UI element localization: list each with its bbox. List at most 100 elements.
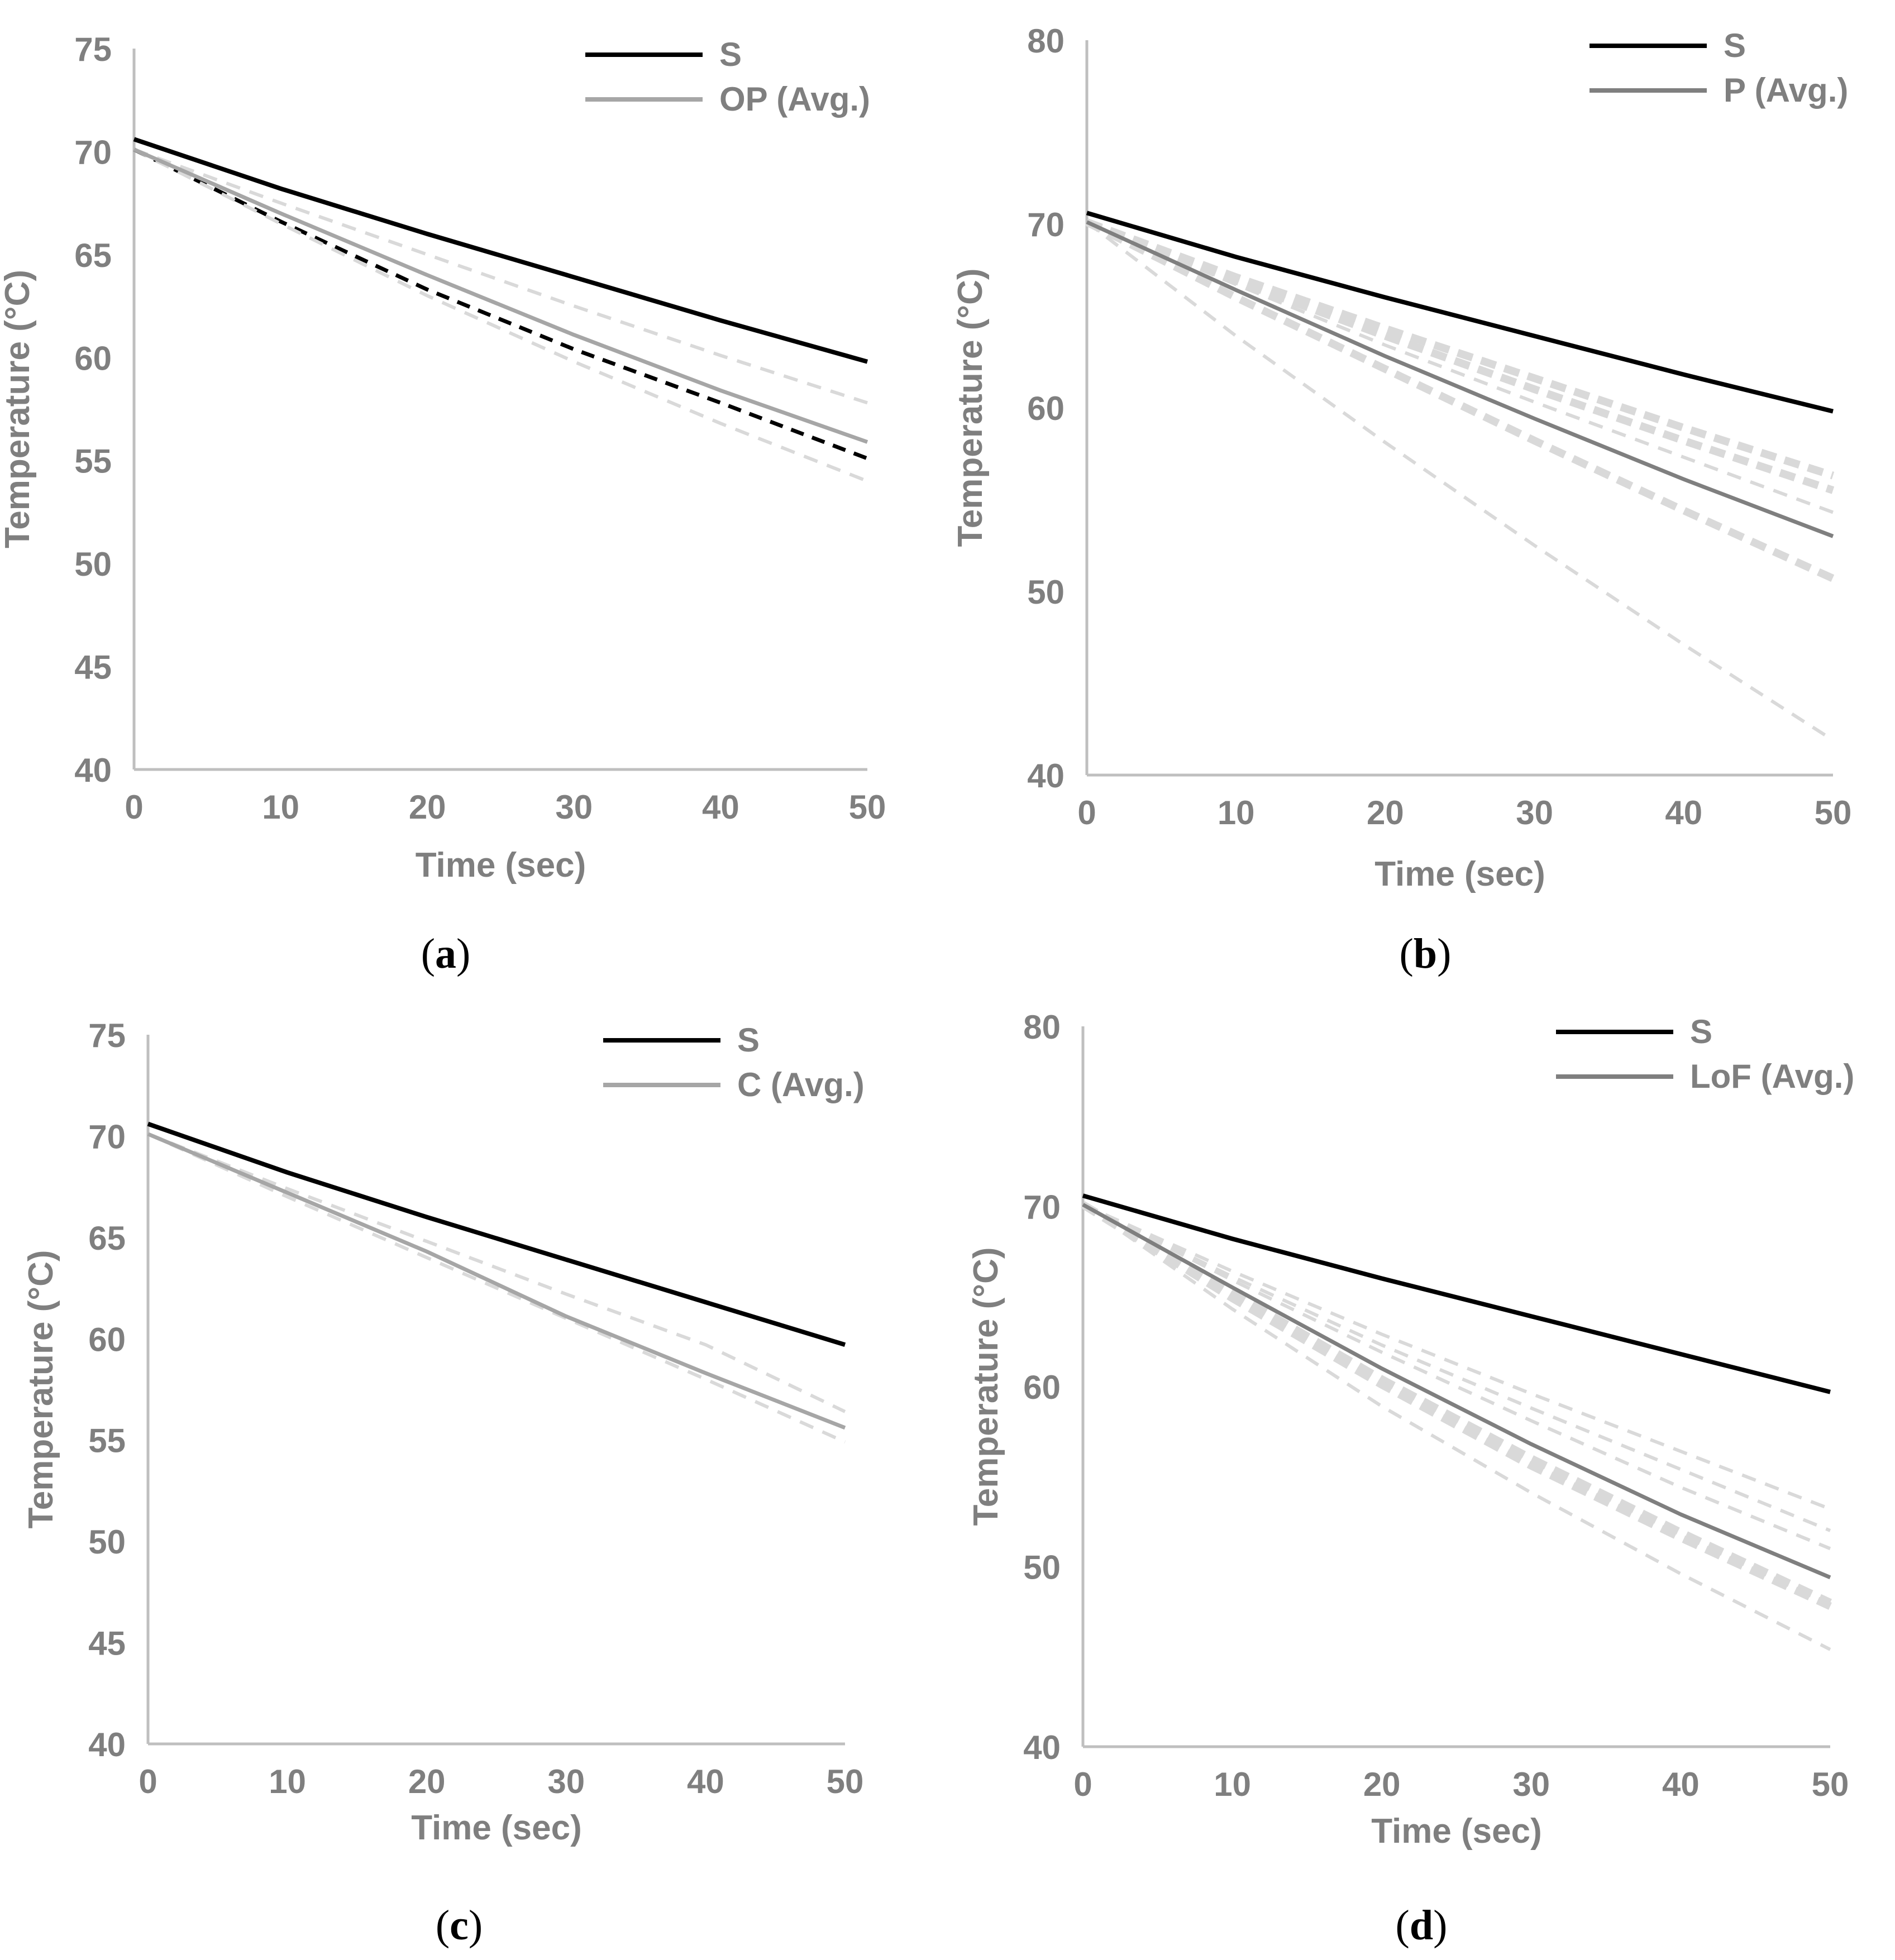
x-tick-label: 40 [1665,794,1702,831]
series-line-sample [1081,1201,1832,1607]
x-axis-title: Time (sec) [411,1809,582,1847]
x-tick-label: 40 [1662,1766,1700,1803]
legend-label: P (Avg.) [1724,71,1848,109]
caption-a: (a) [421,930,471,977]
caption-b: (b) [1399,930,1452,977]
series-line-p-avg [1086,220,1834,538]
y-tick-label: 40 [88,1726,126,1763]
legend-label: S [719,36,742,73]
chart-panel-a: 40 45 50 55 60 65 70 75 0 10 20 30 40 50 Time (sec) Tem… [0,0,947,916]
y-axis-title: Temperature (°C) [22,1250,60,1528]
x-tick-label: 30 [1512,1766,1550,1803]
y-axis-title: Temperature (°C) [0,270,37,548]
x-tick-label: 0 [139,1763,157,1800]
y-tick-label: 40 [74,752,112,789]
chart-d-svg: 40 50 60 70 80 0 10 20 30 40 50 Time (sec) Temperatu… [967,1008,1854,1851]
y-tick-label: 50 [88,1523,126,1561]
y-axis-title: Temperature (°C) [967,1247,1005,1526]
legend-label: S [1690,1013,1712,1050]
y-tick-label: 75 [74,31,112,68]
x-tick-label: 40 [702,788,739,826]
y-tick-label: 60 [1023,1369,1061,1406]
series-line-sample [1082,1203,1831,1511]
y-axis-title: Temperature (°C) [951,268,990,547]
x-tick-label: 10 [1214,1766,1251,1803]
series-line-sample [1086,221,1834,742]
x-tick-label: 0 [125,788,143,826]
series-line-sample [133,147,868,405]
series-line-s [1086,211,1834,414]
series-line-sample [1085,218,1835,582]
chart-c-svg: 40 45 50 55 60 65 70 75 0 10 20 30 40 50 Time (sec) Tem… [22,1017,865,1847]
x-tick-label: 30 [547,1763,585,1800]
x-tick-label: 30 [555,788,593,826]
y-tick-label: 80 [1023,1008,1061,1046]
y-tick-label: 65 [88,1220,126,1257]
legend-label: S [737,1021,760,1059]
x-tick-label: 10 [1218,794,1255,831]
x-tick-label: 20 [1363,1766,1401,1803]
y-tick-label: 65 [74,237,112,274]
x-tick-label: 20 [1367,794,1404,831]
x-tick-label: 50 [1815,794,1852,831]
x-tick-label: 40 [687,1763,724,1800]
series-line-sample [1082,1203,1831,1532]
chart-a-svg: 40 45 50 55 60 65 70 75 0 10 20 30 40 50 Time (sec) Tem… [0,31,886,885]
y-tick-label: 40 [1027,757,1065,795]
series-line-sample [1086,220,1834,514]
chart-panel-d: 40 50 60 70 80 0 10 20 30 40 50 Time (sec) Temperatu… [947,988,1895,1904]
y-tick-label: 55 [74,443,112,480]
y-tick-label: 75 [88,1017,126,1054]
y-tick-label: 70 [74,133,112,171]
series-line-s [133,137,868,364]
caption-d: (d) [1395,1902,1448,1949]
x-tick-label: 50 [1812,1766,1849,1803]
legend-label: OP (Avg.) [719,80,870,118]
y-tick-label: 50 [74,546,112,583]
x-tick-label: 0 [1077,794,1096,831]
series-line-sample [147,1132,846,1413]
legend-label: C (Avg.) [737,1066,865,1103]
series-line-sample [1082,1203,1831,1551]
y-tick-label: 40 [1023,1729,1061,1766]
caption-c: (c) [435,1902,483,1949]
x-tick-label: 30 [1516,794,1553,831]
series-line-sample [1085,218,1835,480]
y-tick-label: 80 [1027,22,1065,60]
y-tick-label: 45 [74,649,112,686]
x-tick-label: 20 [408,1763,446,1800]
chart-panel-c: 40 45 50 55 60 65 70 75 0 10 20 30 40 50 Time (sec) Tem… [0,988,947,1904]
series-line-sample [1085,218,1835,494]
x-axis-title: Time (sec) [1371,1812,1542,1851]
series-line-sample [1082,1203,1831,1651]
series-line-c-avg [147,1132,846,1430]
y-tick-label: 70 [1027,206,1065,243]
y-tick-label: 45 [88,1625,126,1662]
x-tick-label: 50 [827,1763,864,1800]
y-tick-label: 60 [88,1321,126,1358]
series-line-sample [147,1132,846,1444]
chart-b-svg: 40 50 60 70 80 0 10 20 30 40 50 Time (sec) Temperatu… [951,22,1852,893]
y-tick-label: 50 [1027,573,1065,611]
series-line-lof-avg [1082,1203,1831,1580]
series-line-s [147,1121,846,1347]
series-line-op-avg [133,147,868,444]
chart-panel-b: 40 50 60 70 80 0 10 20 30 40 50 Time (sec) Temperatu… [947,0,1895,916]
y-tick-label: 50 [1023,1549,1061,1586]
x-tick-label: 0 [1073,1766,1092,1803]
y-tick-label: 70 [88,1118,126,1155]
x-axis-title: Time (sec) [1374,855,1545,893]
legend-label: LoF (Avg.) [1690,1058,1854,1095]
x-tick-label: 10 [269,1763,306,1800]
series-line-sample [133,148,868,483]
x-axis-title: Time (sec) [416,846,586,885]
x-tick-label: 20 [409,788,446,826]
y-tick-label: 70 [1023,1189,1061,1226]
y-tick-label: 60 [1027,390,1065,427]
legend-label: S [1724,27,1746,64]
y-tick-label: 60 [74,340,112,377]
x-tick-label: 10 [262,788,299,826]
y-tick-label: 55 [88,1422,126,1460]
x-tick-label: 50 [849,788,886,826]
series-line-s [1082,1193,1831,1394]
